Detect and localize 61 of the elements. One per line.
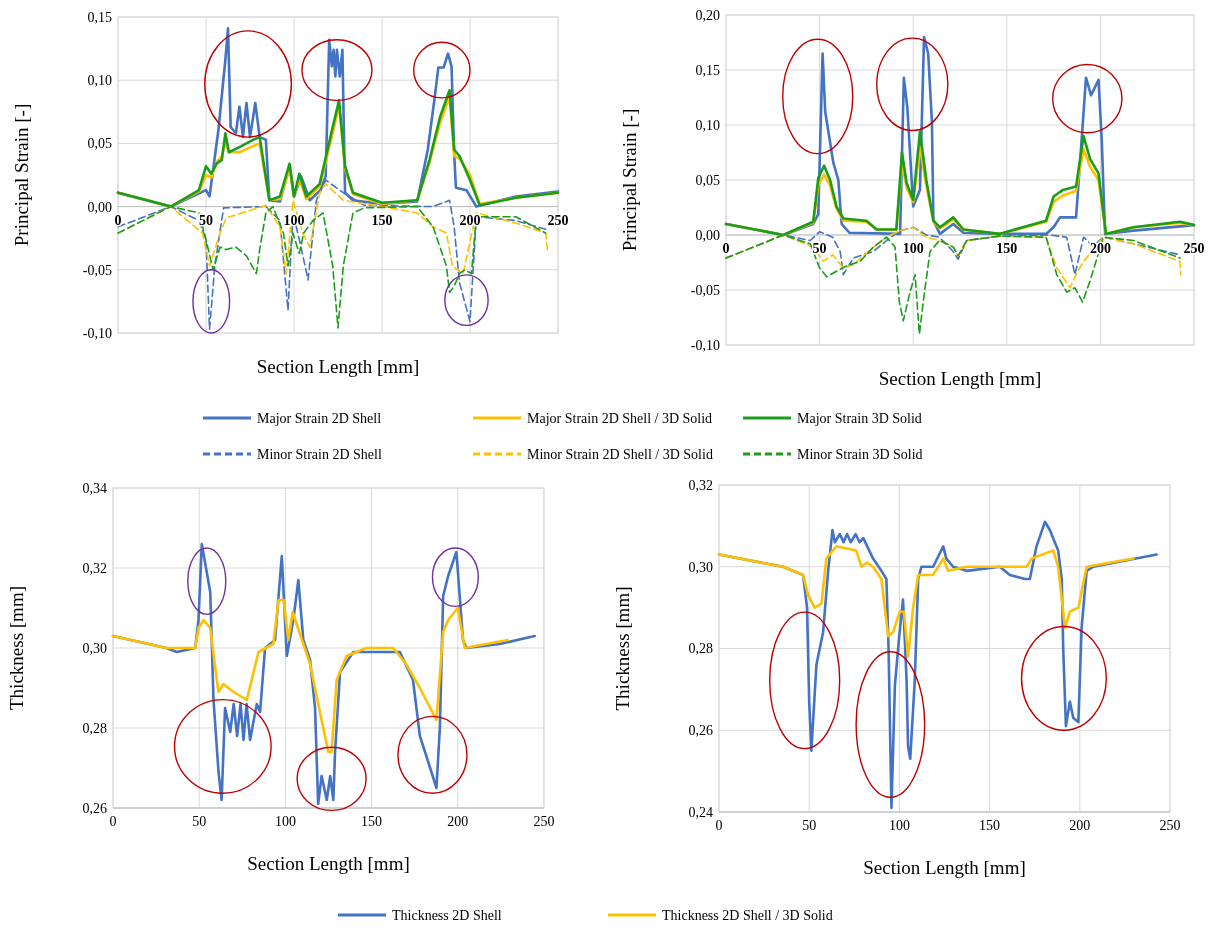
x-tick-label: 150: [371, 212, 393, 228]
y-tick-label: 0,15: [695, 62, 720, 78]
x-tick-label: 150: [979, 818, 1001, 833]
legend-label: Major Strain 3D Solid: [797, 410, 922, 426]
y-tick-label: 0,24: [688, 804, 713, 820]
y-tick-label: 0,32: [688, 477, 713, 493]
x-tick-label: 50: [192, 814, 207, 829]
line-series: [111, 598, 510, 754]
y-axis-title: Thickness [mm]: [6, 585, 27, 711]
x-tick-label: 100: [888, 818, 910, 833]
y-tick-label: 0,05: [695, 172, 720, 188]
y-tick-label: 0,15: [87, 9, 112, 25]
legend-label: Minor Strain 2D Shell: [257, 446, 382, 462]
x-axis-title: Section Length [mm]: [863, 857, 1026, 878]
x-axis-title: Section Length [mm]: [878, 368, 1042, 389]
x-axis-title: Section Length [mm]: [256, 356, 420, 377]
x-tick-label: 50: [812, 241, 827, 256]
y-tick-label: -0,10: [690, 337, 720, 353]
legend-label: Minor Strain 2D Shell / 3D Solid: [527, 446, 713, 462]
x-tick-label: 100: [274, 814, 296, 829]
x-tick-label: 0: [715, 818, 723, 833]
x-tick-label: 0: [114, 212, 122, 228]
y-tick-label: 0,30: [82, 640, 107, 656]
y-tick-label: -0,05: [82, 262, 112, 278]
y-tick-label: -0,05: [690, 282, 720, 298]
legend-label: Minor Strain 3D Solid: [797, 446, 923, 462]
y-tick-label: 0,10: [695, 117, 720, 133]
line-series: [717, 545, 1135, 658]
y-tick-label: 0,00: [87, 199, 112, 215]
legend-label: Thickness 2D Shell: [392, 907, 502, 923]
x-tick-label: 200: [1069, 818, 1091, 833]
x-tick-label: 100: [902, 241, 924, 256]
x-tick-label: 0: [722, 241, 730, 256]
x-tick-label: 200: [447, 814, 469, 829]
y-tick-label: 0,34: [82, 480, 107, 496]
y-axis-title: Principal Strain [-]: [619, 108, 640, 252]
x-tick-label: 0: [109, 814, 117, 829]
x-tick-label: 250: [533, 814, 555, 829]
y-tick-label: 0,32: [82, 560, 107, 576]
x-axis-title: Section Length [mm]: [247, 853, 410, 874]
x-tick-label: 250: [1183, 241, 1205, 256]
y-tick-label: -0,10: [82, 325, 112, 341]
y-axis-title: Principal Strain [-]: [11, 103, 32, 247]
y-tick-label: 0,26: [82, 800, 107, 816]
x-tick-label: 150: [996, 241, 1018, 256]
y-axis-title: Thickness [mm]: [612, 586, 633, 711]
y-tick-label: 0,30: [688, 559, 713, 575]
x-tick-label: 150: [361, 814, 383, 829]
y-tick-label: 0,28: [688, 641, 713, 657]
y-tick-label: 0,28: [82, 720, 107, 736]
y-tick-label: 0,05: [87, 136, 112, 152]
legend-label: Major Strain 2D Shell: [257, 410, 382, 426]
y-tick-label: 0,10: [87, 73, 112, 89]
x-tick-label: 250: [547, 212, 569, 228]
y-tick-label: 0,00: [695, 227, 720, 243]
legend-label: Thickness 2D Shell / 3D Solid: [662, 907, 833, 923]
legend-label: Major Strain 2D Shell / 3D Solid: [527, 410, 713, 426]
y-tick-label: 0,26: [688, 723, 713, 739]
x-tick-label: 50: [802, 818, 817, 833]
y-tick-label: 0,20: [695, 7, 720, 23]
x-tick-label: 250: [1159, 818, 1181, 833]
